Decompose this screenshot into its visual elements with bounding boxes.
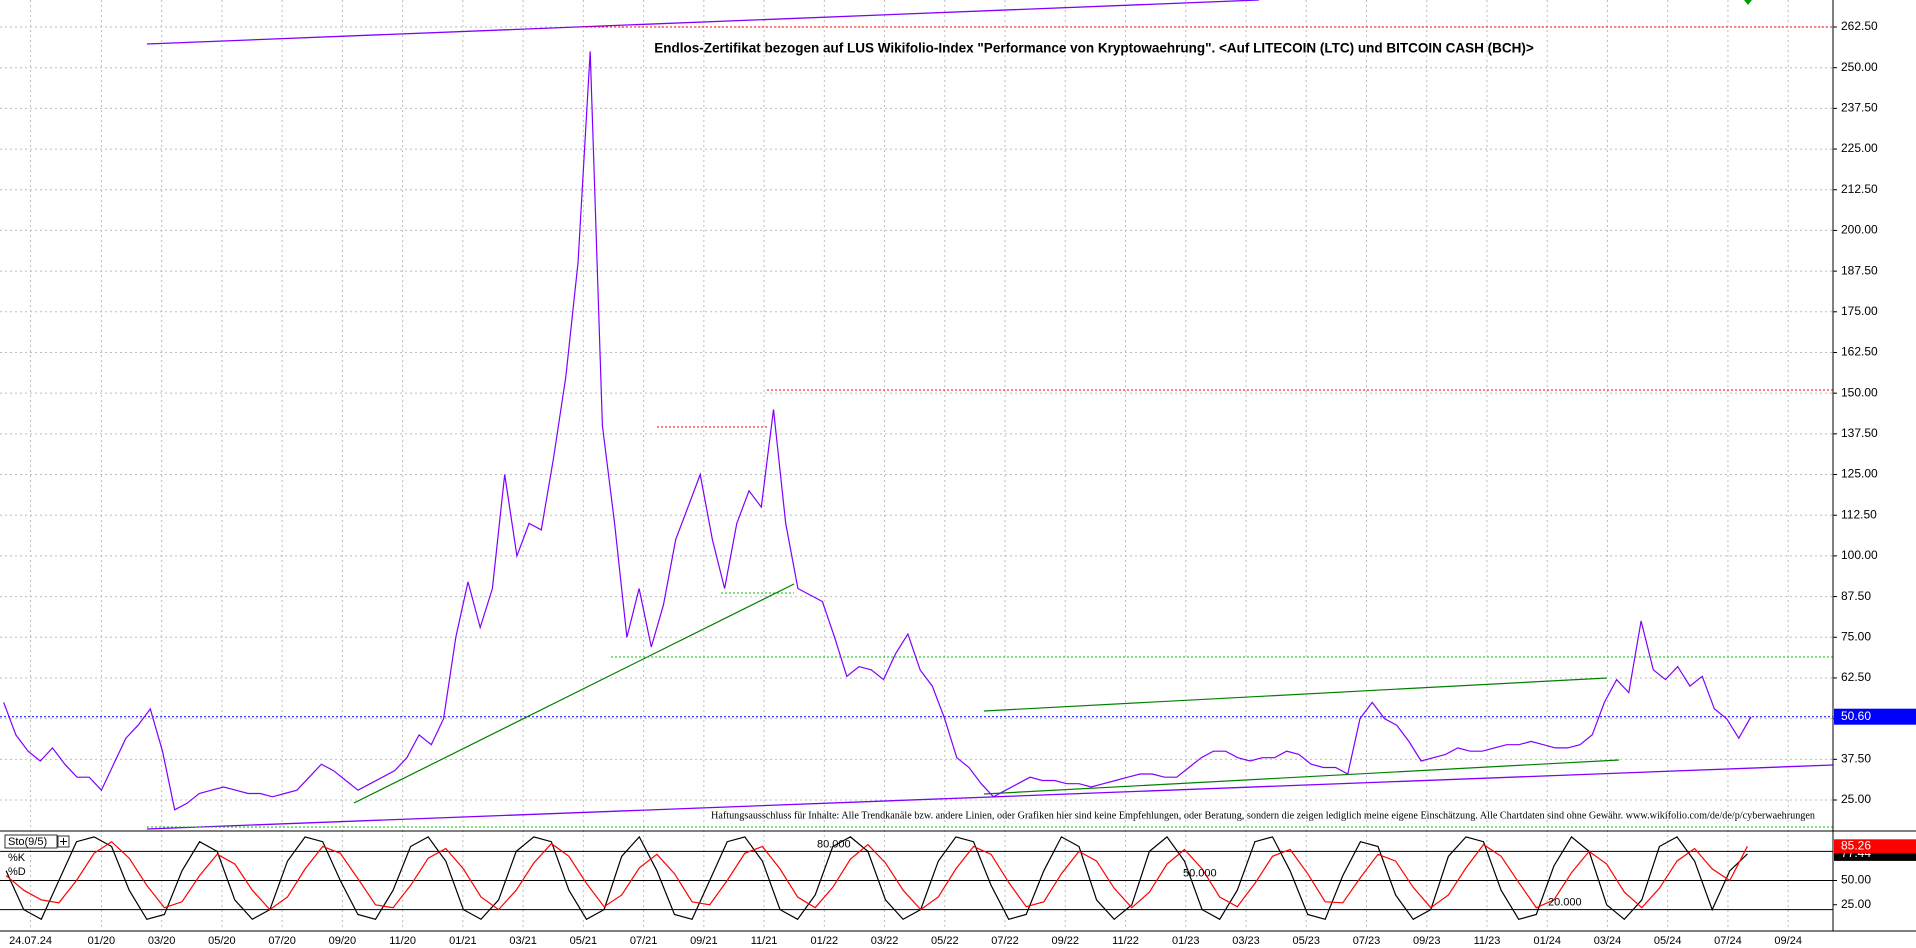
- x-tick-label: 03/23: [1232, 935, 1260, 947]
- price-line: [3, 51, 1752, 811]
- x-tick-label: 03/21: [509, 935, 537, 947]
- y-tick-label: 75.00: [1841, 629, 1871, 643]
- y-tick-label: 125.00: [1841, 467, 1878, 481]
- y-tick-label: 187.50: [1841, 263, 1878, 277]
- x-tick-label: 03/24: [1594, 935, 1622, 947]
- legend-entry: %K: [8, 852, 26, 864]
- legend-entry: %D: [8, 866, 26, 878]
- x-tick-label: 03/20: [148, 935, 176, 947]
- x-tick-label: 05/22: [931, 935, 959, 947]
- y-tick-label: 175.00: [1841, 304, 1878, 318]
- x-tick-label: 03/22: [871, 935, 899, 947]
- x-tick-label: 05/21: [570, 935, 598, 947]
- x-tick-label: 09/22: [1052, 935, 1080, 947]
- x-tick-label: 11/22: [1112, 935, 1139, 947]
- x-tick-label: 07/22: [991, 935, 1019, 947]
- y-tick-label: 50.00: [1841, 873, 1871, 887]
- x-tick-label: 11/23: [1474, 935, 1501, 947]
- y-tick-label: 62.50: [1841, 670, 1871, 684]
- y-tick-label: 212.50: [1841, 182, 1878, 196]
- x-tick-label: 01/23: [1172, 935, 1200, 947]
- indicator-line: [5, 840, 1748, 911]
- last-value-label: 85.26: [1841, 838, 1871, 852]
- x-tick-label: 07/20: [268, 935, 296, 947]
- x-tick-label: 07/24: [1714, 935, 1742, 947]
- trend-line: [146, 764, 1834, 830]
- x-tick-label: 01/20: [88, 935, 116, 947]
- chart-title: Endlos-Zertifikat bezogen auf LUS Wikifo…: [654, 41, 1534, 56]
- x-tick-label: 11/20: [389, 935, 416, 947]
- x-tick-label: 09/23: [1413, 935, 1441, 947]
- x-tick-label: 07/21: [630, 935, 658, 947]
- x-tick-label: 05/23: [1292, 935, 1320, 947]
- y-tick-label: 25.00: [1841, 897, 1871, 911]
- level-label: 20.000: [1548, 897, 1582, 909]
- x-tick-label: 09/20: [329, 935, 357, 947]
- x-tick-label: 09/24: [1774, 935, 1802, 947]
- level-label: 80.000: [817, 838, 851, 850]
- trend-line: [146, 0, 1260, 45]
- y-tick-label: 237.50: [1841, 101, 1878, 115]
- x-tick-label: 05/20: [208, 935, 236, 947]
- y-tick-label: 262.50: [1841, 19, 1878, 33]
- plus-icon: [60, 838, 67, 845]
- trend-line: [983, 759, 1620, 795]
- x-tick-label: 01/21: [449, 935, 477, 947]
- x-tick-label: 07/23: [1353, 935, 1381, 947]
- plot-area: [3, 51, 1752, 921]
- y-tick-label: 162.50: [1841, 345, 1878, 359]
- x-tick-label: 01/24: [1533, 935, 1561, 947]
- x-tick-label: 01/22: [811, 935, 839, 947]
- last-value-box: [1834, 839, 1916, 854]
- indicator-box: [4, 834, 58, 849]
- y-tick-label: 225.00: [1841, 141, 1878, 155]
- trend-line: [353, 583, 795, 804]
- y-tick-label: 200.00: [1841, 223, 1878, 237]
- indicator-name: Sto(9/5): [8, 836, 47, 848]
- grid: [0, 0, 1833, 929]
- x-tick-label: 11/21: [751, 935, 778, 947]
- disclaimer: Haftungsausschluss für Inhalte: Alle Tre…: [711, 810, 1815, 821]
- x-tick-label: 24.07.24: [9, 935, 52, 947]
- marker: [1744, 0, 1752, 5]
- last-value-box: [1834, 708, 1916, 725]
- y-tick-label: 112.50: [1841, 507, 1877, 521]
- drawings: [146, 0, 1834, 830]
- y-tick-label: 87.50: [1841, 589, 1871, 603]
- x-tick-label: 05/24: [1654, 935, 1682, 947]
- last-value-label: 50.60: [1841, 709, 1871, 723]
- y-tick-label: 37.50: [1841, 751, 1871, 765]
- x-tick-label: 09/21: [690, 935, 718, 947]
- y-tick-label: 150.00: [1841, 385, 1878, 399]
- y-tick-label: 100.00: [1841, 548, 1878, 562]
- y-tick-label: 25.00: [1841, 792, 1871, 806]
- trend-line: [983, 677, 1608, 712]
- y-tick-label: 137.50: [1841, 426, 1878, 440]
- y-tick-label: 250.00: [1841, 60, 1878, 74]
- indicator-line: [5, 835, 1748, 921]
- level-label: 50.000: [1183, 867, 1217, 879]
